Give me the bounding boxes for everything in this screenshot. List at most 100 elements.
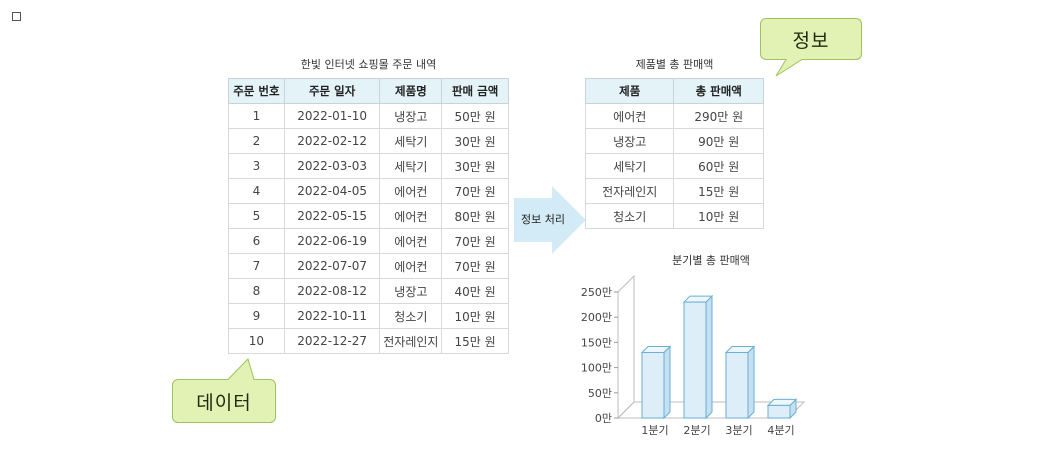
orders-row: 2 2022-02-12 세탁기 30만 원 [228,128,509,154]
orders-cell: 에어컨 [379,253,443,279]
orders-row: 5 2022-05-15 에어컨 80만 원 [228,203,509,229]
orders-cell: 70만 원 [441,253,509,279]
orders-cell: 2022-05-15 [283,203,381,229]
product-totals-row: 냉장고 90만 원 [584,128,764,154]
orders-cell: 2022-08-12 [283,278,381,304]
product-totals-header-row: 제품 총 판매액 [584,78,764,104]
orders-header-cell: 판매 금액 [441,78,509,104]
callout-shape-icon [172,358,276,423]
orders-cell: 청소기 [379,303,443,329]
info-bubble: 정보 [760,18,862,77]
orders-cell: 에어컨 [379,203,443,229]
orders-cell: 15만 원 [441,328,509,354]
arrow-shape-icon [514,186,586,254]
orders-cell: 세탁기 [379,128,443,154]
orders-table-title: 한빛 인터넷 쇼핑몰 주문 내역 [300,58,437,71]
bar-side [747,345,755,420]
orders-cell: 전자레인지 [379,328,443,354]
orders-cell: 2022-04-05 [283,178,381,204]
orders-header-cell: 제품명 [379,78,443,104]
y-tick-label: 200만 [581,311,612,324]
window-checkbox [12,12,21,21]
orders-row: 7 2022-07-07 에어컨 70만 원 [228,253,509,279]
bar [683,301,707,419]
x-tick-label: 3분기 [725,424,752,437]
bar-side [663,345,671,420]
orders-header-cell: 주문 번호 [228,78,285,104]
orders-cell: 에어컨 [379,228,443,254]
product-totals-cell: 에어컨 [584,103,675,129]
x-tick-label: 1분기 [641,424,668,437]
product-totals-table: 제품 총 판매액 에어컨 290만 원 냉장고 90만 원 세탁기 60만 원 전자레인지 15… [584,78,764,229]
orders-cell: 7 [228,253,285,279]
orders-cell: 70만 원 [441,228,509,254]
orders-cell: 냉장고 [379,278,443,304]
orders-row: 6 2022-06-19 에어컨 70만 원 [228,228,509,254]
product-totals-row: 전자레인지 15만 원 [584,178,764,204]
product-totals-cell: 냉장고 [584,128,675,154]
quarterly-sales-chart: 분기별 총 판매액 0만 50만 100만 150만 200만 250만 1분기 2분기 3분기 4… [581,254,806,437]
orders-cell: 40만 원 [441,278,509,304]
orders-cell: 2022-10-11 [283,303,381,329]
orders-row: 3 2022-03-03 세탁기 30만 원 [228,153,509,179]
bar [767,404,791,419]
orders-cell: 6 [228,228,285,254]
orders-cell: 10만 원 [441,303,509,329]
product-totals-cell: 90만 원 [673,128,764,154]
y-tick-label: 50만 [588,387,612,400]
product-totals-cell: 세탁기 [584,153,675,179]
orders-cell: 2022-03-03 [283,153,381,179]
orders-cell: 2022-01-10 [283,103,381,129]
y-tick-label: 250만 [581,286,612,299]
orders-row: 9 2022-10-11 청소기 10만 원 [228,303,509,329]
orders-cell: 8 [228,278,285,304]
orders-cell: 2022-02-12 [283,128,381,154]
orders-row: 10 2022-12-27 전자레인지 15만 원 [228,328,509,354]
product-totals-cell: 청소기 [584,203,675,229]
chart-left-wall [617,274,635,420]
orders-cell: 2022-07-07 [283,253,381,279]
bar [641,351,665,419]
orders-cell: 2 [228,128,285,154]
y-tick-label: 0만 [595,412,612,425]
orders-cell: 4 [228,178,285,204]
data-bubble-label: 데이터 [196,391,252,414]
x-tick-label: 2분기 [683,424,710,437]
orders-cell: 10 [228,328,285,354]
product-totals-row: 청소기 10만 원 [584,203,764,229]
bar [725,351,749,419]
orders-cell: 2022-06-19 [283,228,381,254]
orders-header-row: 주문 번호 주문 일자 제품명 판매 금액 [228,78,509,104]
orders-cell: 1 [228,103,285,129]
x-tick-label: 4분기 [767,424,794,437]
product-totals-cell: 290만 원 [673,103,764,129]
orders-cell: 5 [228,203,285,229]
orders-cell: 70만 원 [441,178,509,204]
callout-shape-icon [760,18,862,77]
orders-cell: 9 [228,303,285,329]
product-totals-cell: 10만 원 [673,203,764,229]
product-totals-cell: 전자레인지 [584,178,675,204]
bar-side [705,294,713,420]
data-bubble: 데이터 [172,358,276,423]
process-label: 정보 처리 [521,213,565,226]
orders-header-cell: 주문 일자 [283,78,381,104]
product-totals-header-cell: 제품 [584,78,675,104]
orders-cell: 30만 원 [441,153,509,179]
orders-cell: 냉장고 [379,103,443,129]
orders-cell: 3 [228,153,285,179]
orders-cell: 30만 원 [441,128,509,154]
orders-cell: 80만 원 [441,203,509,229]
orders-row: 4 2022-04-05 에어컨 70만 원 [228,178,509,204]
orders-cell: 2022-12-27 [283,328,381,354]
process-arrow: 정보 처리 [514,186,586,254]
y-tick-label: 100만 [581,362,612,375]
orders-cell: 에어컨 [379,178,443,204]
product-totals-header-cell: 총 판매액 [673,78,764,104]
product-totals-row: 에어컨 290만 원 [584,103,764,129]
info-bubble-label: 정보 [792,29,830,52]
product-totals-cell: 60만 원 [673,153,764,179]
product-totals-cell: 15만 원 [673,178,764,204]
y-tick-label: 150만 [581,336,612,349]
